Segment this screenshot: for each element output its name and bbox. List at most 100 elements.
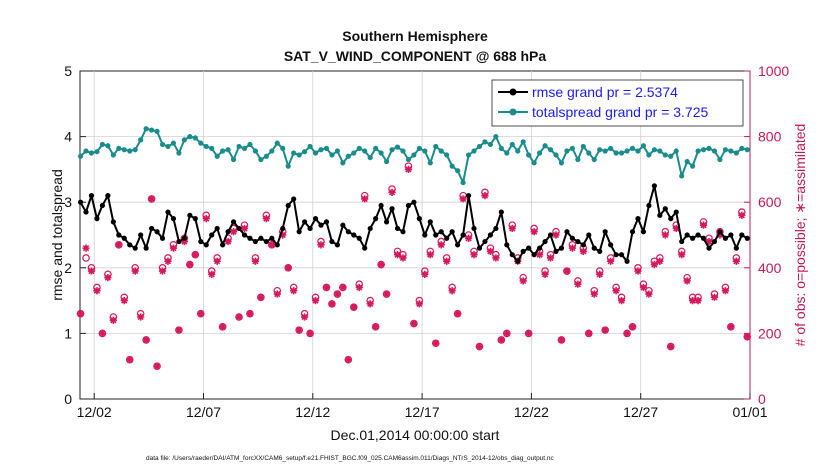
- totalspread-point: [351, 150, 357, 156]
- rmse-point: [148, 225, 155, 232]
- obs-assimilated-point: [284, 264, 292, 272]
- obs-assimilated-point: [235, 313, 243, 321]
- totalspread-point: [455, 168, 461, 174]
- rmse-point: [717, 229, 723, 235]
- rmse-point: [558, 245, 565, 251]
- totalspread-point: [225, 147, 231, 153]
- obs-assimilated-point: [727, 323, 735, 331]
- totalspread-point: [148, 127, 155, 133]
- rmse-point: [695, 232, 701, 238]
- totalspread-point: [94, 149, 100, 155]
- rmse-point: [269, 235, 275, 241]
- rmse-point: [263, 238, 269, 245]
- rmse-point: [296, 229, 302, 235]
- rmse-point: [373, 216, 379, 222]
- obs-assimilated-point: [410, 319, 418, 328]
- obs-assimilated-point: [295, 326, 303, 334]
- rmse-point: [154, 229, 160, 235]
- totalspread-point: [476, 143, 483, 150]
- totalspread-point: [187, 134, 193, 140]
- obs-assimilated-markers: [76, 165, 751, 370]
- rmse-point: [700, 235, 707, 241]
- totalspread-point: [547, 147, 554, 153]
- obs-assimilated-point: [683, 277, 691, 285]
- rmse-point: [509, 252, 515, 258]
- totalspread-point: [493, 134, 499, 140]
- totalspread-point: [449, 163, 455, 169]
- obs-assimilated-point: [180, 237, 188, 246]
- obs-assimilated-point: [617, 297, 626, 305]
- rmse-point: [602, 229, 608, 235]
- obs-assimilated-point: [645, 290, 653, 298]
- obs-possible-point: [82, 254, 90, 262]
- totalspread-point: [673, 148, 679, 154]
- rmse-point: [618, 252, 625, 258]
- chart-title: Southern Hemisphere: [342, 28, 488, 44]
- rmse-point: [170, 216, 177, 222]
- totalspread-point: [542, 143, 548, 149]
- obs-assimilated-point: [667, 342, 675, 351]
- legend-box: [491, 79, 744, 127]
- rmse-point: [334, 242, 340, 248]
- y2-axis-ticks: 0 200 400 600 800 1000: [744, 63, 789, 407]
- obs-assimilated-point: [437, 241, 445, 249]
- obs-assimilated-point: [317, 241, 325, 249]
- rmse-point: [291, 196, 297, 202]
- totalspread-point: [356, 145, 362, 152]
- rmse-point: [378, 202, 384, 209]
- rmse-point: [356, 235, 362, 241]
- totalspread-point: [580, 143, 586, 150]
- y-tick-label: 0: [64, 391, 72, 407]
- totalspread-point: [323, 145, 330, 152]
- rmse-point: [635, 216, 641, 222]
- obs-assimilated-point: [492, 254, 500, 262]
- rmse-point: [214, 225, 220, 232]
- rmse-point: [531, 252, 537, 258]
- rmse-point: [99, 202, 106, 209]
- rmse-point: [597, 248, 603, 254]
- totalspread-point: [143, 126, 149, 132]
- totalspread-point: [132, 147, 138, 153]
- rmse-point: [504, 242, 510, 248]
- totalspread-series: [77, 126, 750, 186]
- totalspread-point: [296, 152, 302, 158]
- totalspread-point: [345, 153, 351, 159]
- rmse-point: [192, 216, 198, 222]
- rmse-point: [487, 232, 494, 238]
- rmse-point: [367, 225, 373, 232]
- obs-assimilated-point: [590, 290, 598, 298]
- totalspread-point: [722, 147, 729, 153]
- totalspread-point: [711, 148, 718, 154]
- rmse-point: [422, 232, 428, 238]
- totalspread-point: [176, 150, 182, 156]
- rmse-point: [165, 209, 171, 215]
- obs-assimilated-point: [137, 313, 145, 321]
- obs-assimilated-point: [530, 228, 538, 236]
- rmse-point: [591, 245, 597, 251]
- totalspread-point: [312, 150, 319, 156]
- rmse-point: [116, 232, 122, 238]
- obs-assimilated-point: [268, 241, 276, 249]
- rmse-point: [471, 225, 477, 232]
- totalspread-point: [258, 156, 264, 163]
- rmse-point: [575, 238, 581, 245]
- obs-assimilated-point: [694, 297, 702, 305]
- obs-assimilated-point: [404, 165, 413, 173]
- obs-assimilated-point: [164, 257, 172, 265]
- rmse-point: [662, 206, 668, 212]
- obs-assimilated-point: [705, 237, 713, 246]
- totalspread-point: [717, 156, 723, 163]
- rmse-point: [88, 193, 95, 199]
- rmse-point: [280, 225, 286, 232]
- totalspread-point: [504, 150, 510, 156]
- rmse-point: [241, 232, 248, 238]
- totalspread-point: [159, 141, 166, 148]
- x-tick-label: 12/12: [295, 404, 330, 420]
- totalspread-point: [509, 141, 515, 148]
- obs-assimilated-point: [126, 356, 134, 364]
- totalspread-point: [618, 150, 625, 156]
- obs-assimilated-point: [563, 267, 571, 275]
- data-file-footnote: data file: /Users/raeder/DAI/ATM_forcXX/…: [146, 455, 555, 462]
- rmse-point: [83, 209, 89, 215]
